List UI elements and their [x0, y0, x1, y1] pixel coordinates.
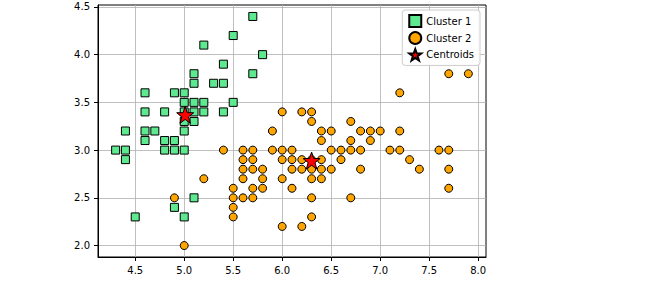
svg-text:Cluster 2: Cluster 2 [426, 33, 471, 44]
svg-text:5.5: 5.5 [225, 265, 241, 276]
svg-text:4.5: 4.5 [127, 265, 143, 276]
svg-text:7.5: 7.5 [421, 265, 437, 276]
svg-text:7.0: 7.0 [372, 265, 388, 276]
svg-text:3.5: 3.5 [74, 97, 90, 108]
svg-text:2.0: 2.0 [74, 240, 90, 251]
svg-text:5.0: 5.0 [176, 265, 192, 276]
svg-text:6.0: 6.0 [274, 265, 290, 276]
svg-text:Cluster 1: Cluster 1 [426, 16, 471, 27]
svg-text:4.5: 4.5 [74, 1, 90, 12]
svg-text:4.0: 4.0 [74, 49, 90, 60]
svg-text:Centroids: Centroids [426, 49, 474, 60]
svg-text:3.0: 3.0 [74, 145, 90, 156]
svg-text:6.5: 6.5 [323, 265, 339, 276]
svg-text:2.5: 2.5 [74, 192, 90, 203]
svg-text:8.0: 8.0 [470, 265, 486, 276]
